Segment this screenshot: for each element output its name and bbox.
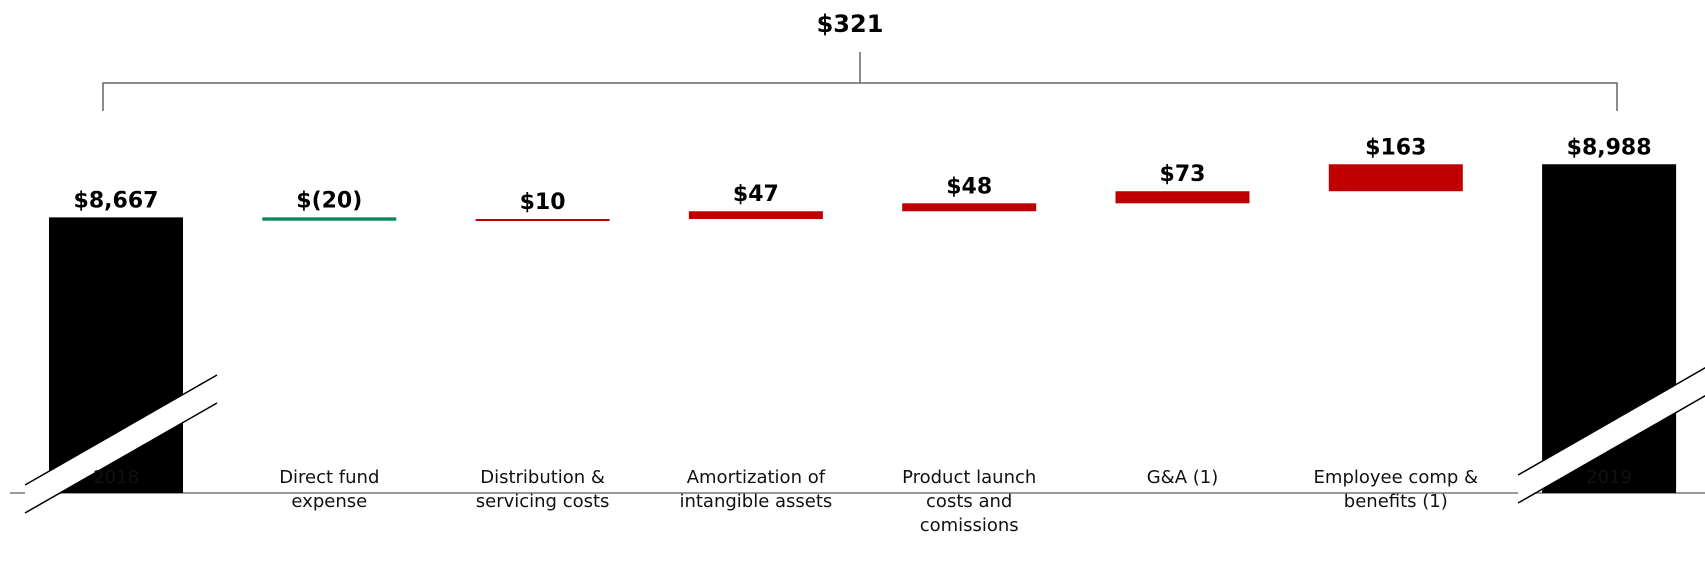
category-label: 2018: [93, 467, 139, 488]
category-label: Employee comp & benefits (1): [1313, 467, 1479, 512]
bar: [1328, 164, 1463, 192]
bar: [902, 203, 1037, 212]
category-label: Product launch costs and comissions: [902, 467, 1037, 536]
bar: [475, 219, 610, 222]
category-label: Direct fund expense: [279, 467, 380, 512]
axis-break-line: [1517, 395, 1705, 504]
axis-break-line: [24, 374, 218, 486]
value-label: $73: [1160, 162, 1206, 187]
axis-break-line: [1517, 367, 1705, 476]
value-label: $47: [733, 182, 779, 207]
category-label: 2019: [1586, 467, 1632, 488]
value-label: $8,988: [1567, 135, 1652, 160]
category-label: Amortization of intangible assets: [679, 467, 833, 512]
bracket: [102, 82, 1618, 111]
bar: [1115, 191, 1250, 204]
value-label: $8,667: [74, 188, 159, 213]
bar: [688, 211, 823, 220]
category-label: G&A (1): [1146, 467, 1219, 488]
total-annotation: $321: [817, 10, 884, 38]
value-label: $10: [520, 190, 566, 215]
category-label: Distribution & servicing costs: [475, 467, 610, 512]
axis-break: [25, 375, 217, 513]
value-label: $163: [1365, 135, 1426, 160]
value-label: $48: [946, 174, 992, 199]
axis-break-line: [24, 402, 218, 514]
value-label: $(20): [296, 188, 362, 213]
axis-break: [1518, 367, 1705, 503]
bar: [262, 217, 397, 221]
